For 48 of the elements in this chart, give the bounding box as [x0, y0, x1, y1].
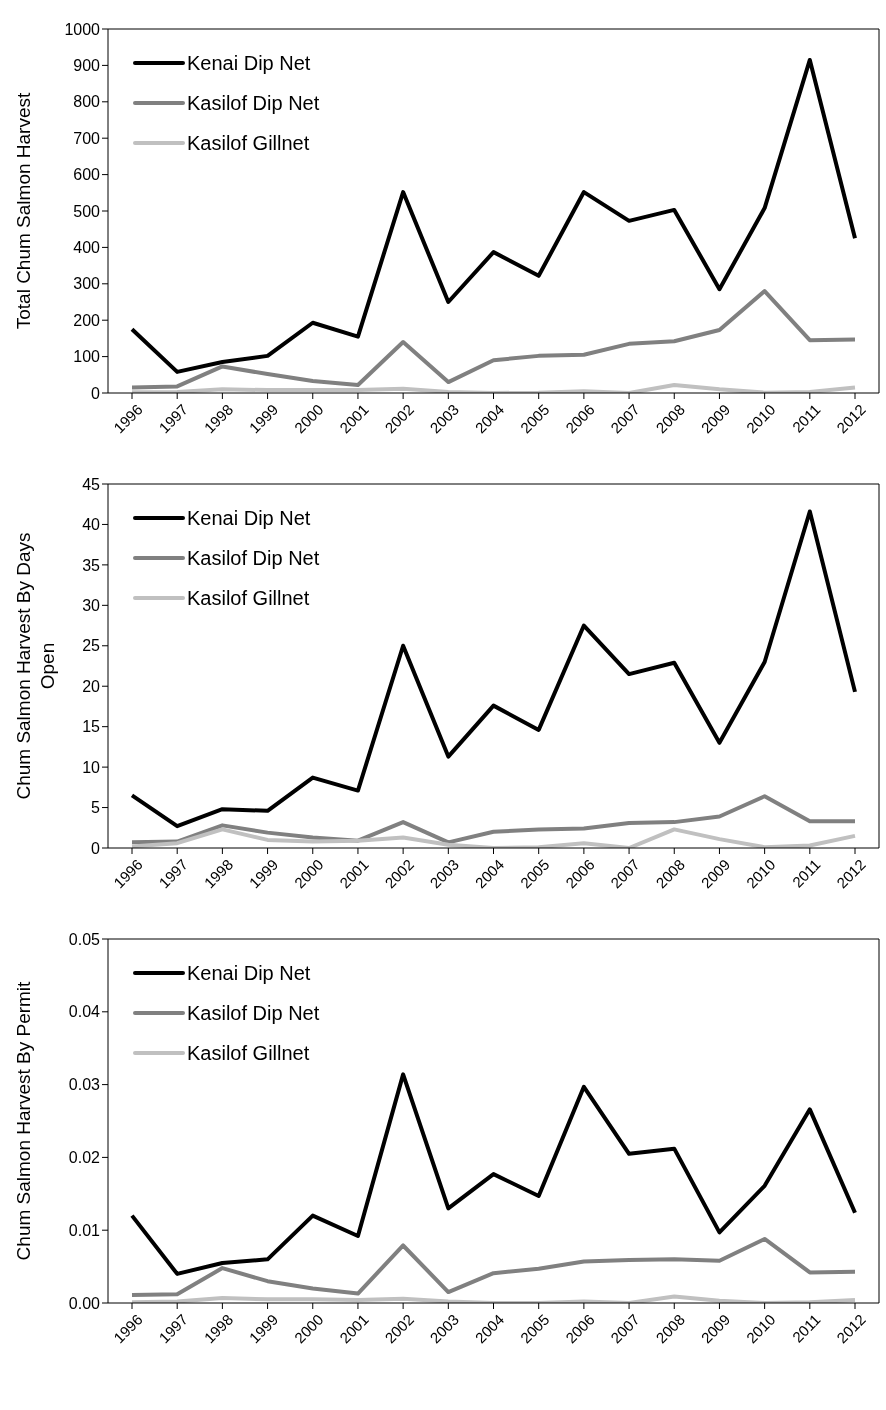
line-series — [130, 1236, 857, 1297]
y-tick-label: 600 — [73, 166, 101, 184]
y-tick-label: 900 — [73, 57, 101, 75]
legend-label: Kenai Dip Net — [187, 506, 311, 530]
y-tick-label: 40 — [82, 516, 101, 534]
y-tick-label: 800 — [73, 93, 101, 111]
y-tick-label: 1000 — [64, 20, 101, 38]
y-tick-label: 35 — [82, 556, 101, 574]
legend-label: Kasilof Dip Net — [187, 546, 320, 570]
y-tick-label: 700 — [73, 129, 101, 147]
legend-label: Kasilof Dip Net — [187, 1001, 320, 1025]
y-tick-label: 0.04 — [68, 1003, 101, 1021]
legend-label: Kenai Dip Net — [187, 51, 311, 75]
y-tick-label: 100 — [73, 348, 101, 366]
y-tick-label: 15 — [82, 718, 101, 736]
y-tick-label: 25 — [82, 637, 101, 655]
y-tick-label: 20 — [82, 677, 101, 695]
y-tick-label: 0.05 — [68, 930, 101, 948]
legend-label: Kenai Dip Net — [187, 961, 311, 985]
line-series — [130, 1294, 857, 1303]
y-tick-label: 400 — [73, 239, 101, 257]
line-series — [130, 1072, 857, 1276]
y-tick-label: 0.01 — [68, 1221, 101, 1239]
y-tick-label: 30 — [82, 597, 101, 615]
y-tick-label: 0 — [91, 839, 101, 857]
y-tick-label: 45 — [82, 475, 101, 493]
y-axis-title: Total Chum Salmon Harvest — [13, 92, 34, 330]
y-tick-label: 0 — [91, 384, 101, 402]
line-series — [130, 794, 857, 845]
legend-label: Kasilof Gillnet — [187, 586, 310, 610]
line-series — [130, 509, 857, 829]
legend-label: Kasilof Dip Net — [187, 91, 320, 115]
y-tick-label: 5 — [91, 799, 101, 817]
y-axis-title: Chum Salmon Harvest By Days Open — [13, 532, 58, 800]
y-axis-title: Chum Salmon Harvest By Permit — [13, 980, 34, 1261]
y-tick-label: 0.02 — [68, 1149, 101, 1167]
y-tick-label: 500 — [73, 202, 101, 220]
line-series — [130, 827, 857, 848]
legend-label: Kasilof Gillnet — [187, 1041, 310, 1065]
y-tick-label: 10 — [82, 758, 101, 776]
line-series — [130, 289, 857, 390]
legend-label: Kasilof Gillnet — [187, 131, 310, 155]
line-series — [130, 382, 857, 393]
y-tick-label: 200 — [73, 311, 101, 329]
y-tick-label: 0.00 — [68, 1294, 101, 1312]
y-tick-label: 0.03 — [68, 1076, 101, 1094]
y-tick-label: 300 — [73, 275, 101, 293]
line-series — [130, 57, 857, 374]
